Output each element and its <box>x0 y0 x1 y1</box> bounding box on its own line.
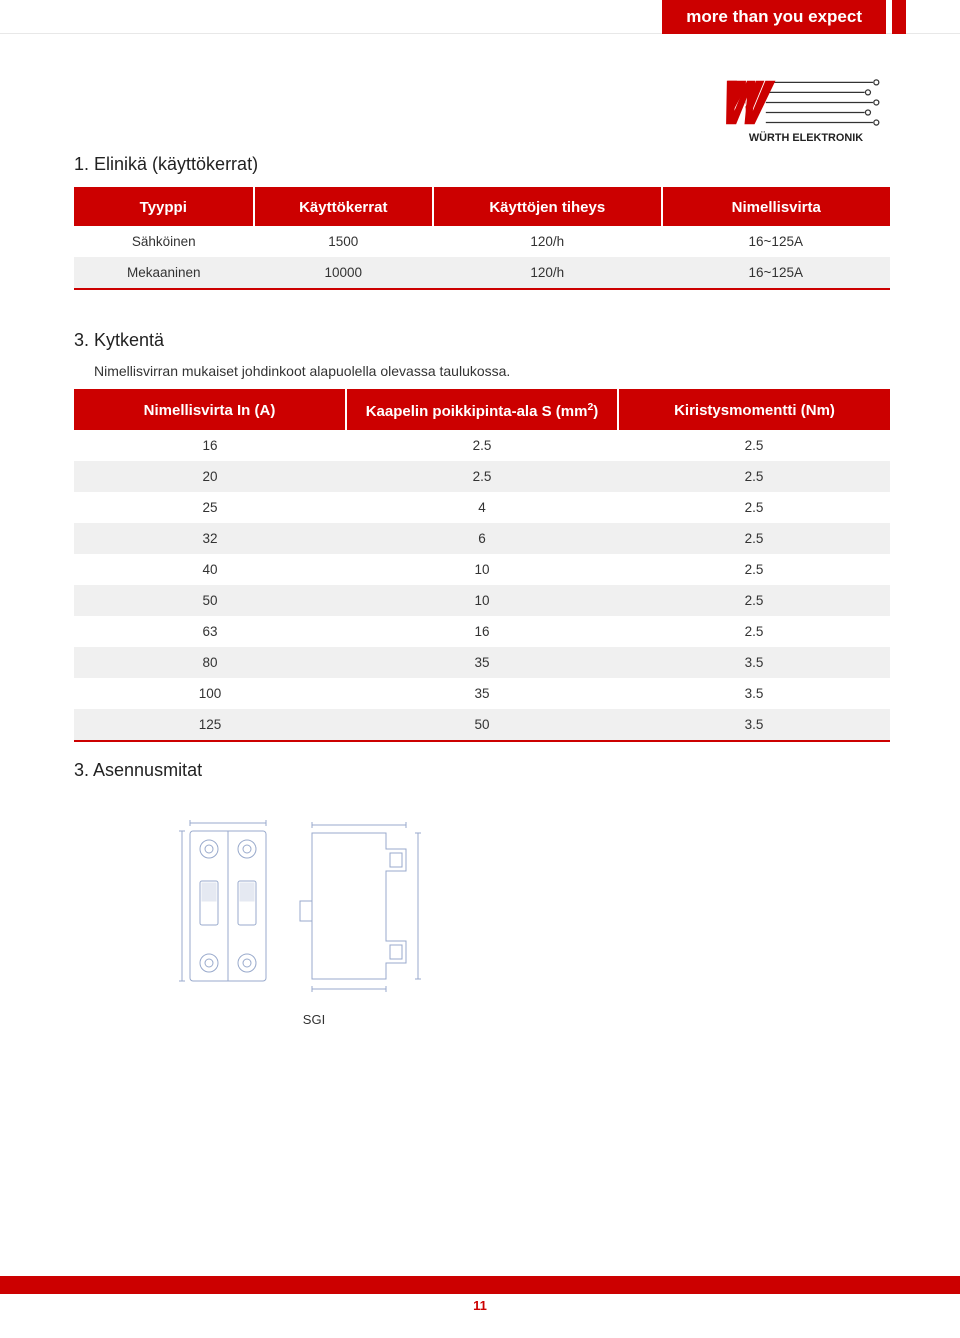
table-cell: 2.5 <box>618 523 890 554</box>
table-cell: 1500 <box>254 226 434 257</box>
table-cell: 120/h <box>433 257 661 289</box>
table-cell: 2.5 <box>618 554 890 585</box>
t2-col2: Kaapelin poikkipinta-ala S (mm2) <box>346 390 618 430</box>
table-row: 2542.5 <box>74 492 890 523</box>
table-row: 3262.5 <box>74 523 890 554</box>
table-cell: 16 <box>346 616 618 647</box>
table-cell: 32 <box>74 523 346 554</box>
table-cell: 3.5 <box>618 647 890 678</box>
table-cell: 80 <box>74 647 346 678</box>
table-cell: 20 <box>74 461 346 492</box>
table-cell: 35 <box>346 647 618 678</box>
table-cell: Mekaaninen <box>74 257 254 289</box>
table-cell: 2.5 <box>618 430 890 461</box>
table-row: 50102.5 <box>74 585 890 616</box>
table-cell: 63 <box>74 616 346 647</box>
t1-header-cell: Nimellisvirta <box>662 188 891 226</box>
table-row: Sähköinen1500120/h16~125A <box>74 226 890 257</box>
table-cell: 2.5 <box>618 616 890 647</box>
t2-col1: Nimellisvirta In (A) <box>74 390 346 430</box>
table-row: 40102.5 <box>74 554 890 585</box>
t2-col3: Kiristysmomentti (Nm) <box>618 390 890 430</box>
table-row: 162.52.5 <box>74 430 890 461</box>
mounting-diagram: SGI <box>174 811 454 1027</box>
table-cell: 100 <box>74 678 346 709</box>
banner-accent <box>892 0 906 34</box>
table-cell: 2.5 <box>346 430 618 461</box>
table-row: Mekaaninen10000120/h16~125A <box>74 257 890 289</box>
table-cell: 10 <box>346 554 618 585</box>
table-cell: 50 <box>346 709 618 741</box>
logo-text: WÜRTH ELEKTRONIK <box>749 131 863 144</box>
wiring-table: Nimellisvirta In (A) Kaapelin poikkipint… <box>74 389 890 742</box>
table-row: 125503.5 <box>74 709 890 741</box>
section2-title: 3. Kytkentä <box>74 330 890 351</box>
table-cell: 4 <box>346 492 618 523</box>
table-cell: 16~125A <box>662 257 891 289</box>
table-cell: 50 <box>74 585 346 616</box>
table-cell: 120/h <box>433 226 661 257</box>
tagline: more than you expect <box>662 0 886 34</box>
table-cell: 10000 <box>254 257 434 289</box>
section3-title: 3. Asennusmitat <box>74 760 890 781</box>
table-cell: 3.5 <box>618 678 890 709</box>
table-cell: 10 <box>346 585 618 616</box>
wurth-logo: WÜRTH ELEKTRONIK <box>722 74 890 146</box>
page-number: 11 <box>0 1298 960 1313</box>
footer-bar <box>0 1276 960 1294</box>
table-cell: 3.5 <box>618 709 890 741</box>
table-cell: 40 <box>74 554 346 585</box>
lifespan-table: TyyppiKäyttökerratKäyttöjen tiheysNimell… <box>74 187 890 290</box>
table-cell: 16~125A <box>662 226 891 257</box>
table-cell: 2.5 <box>618 492 890 523</box>
table-cell: 2.5 <box>618 585 890 616</box>
section2-subnote: Nimellisvirran mukaiset johdinkoot alapu… <box>94 363 890 379</box>
section1-title: 1. Elinikä (käyttökerrat) <box>74 154 890 175</box>
t1-header-cell: Käyttökerrat <box>254 188 434 226</box>
diagram-caption: SGI <box>174 1012 454 1027</box>
t1-header-cell: Käyttöjen tiheys <box>433 188 661 226</box>
table-cell: 35 <box>346 678 618 709</box>
table-cell: 2.5 <box>346 461 618 492</box>
table-cell: 6 <box>346 523 618 554</box>
table-cell: 125 <box>74 709 346 741</box>
table-cell: 2.5 <box>618 461 890 492</box>
table-cell: 25 <box>74 492 346 523</box>
table-row: 100353.5 <box>74 678 890 709</box>
t1-header-cell: Tyyppi <box>74 188 254 226</box>
table-row: 80353.5 <box>74 647 890 678</box>
top-banner: more than you expect <box>0 0 960 34</box>
table-row: 63162.5 <box>74 616 890 647</box>
table-cell: 16 <box>74 430 346 461</box>
table-row: 202.52.5 <box>74 461 890 492</box>
table-cell: Sähköinen <box>74 226 254 257</box>
